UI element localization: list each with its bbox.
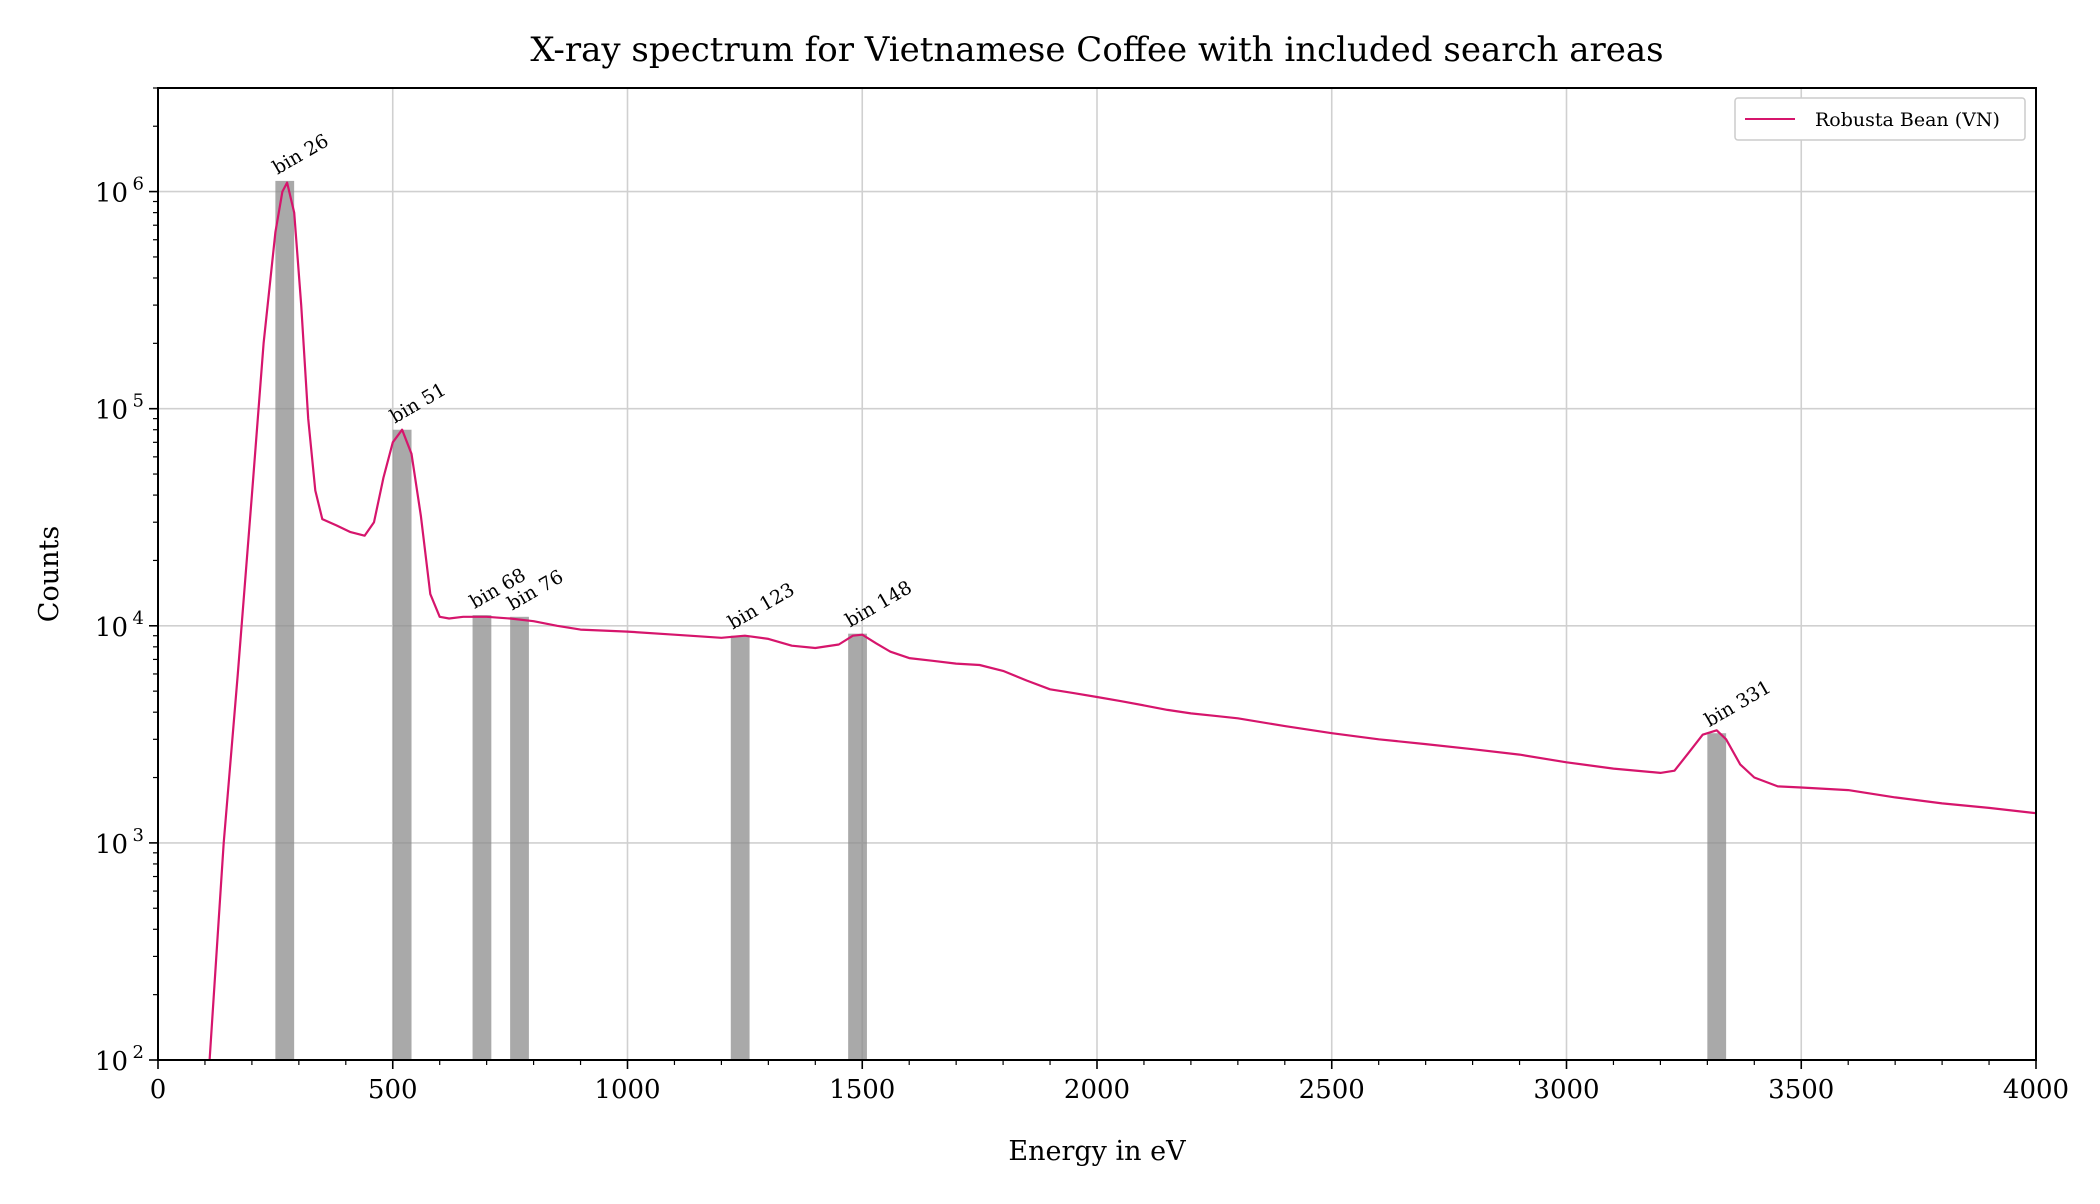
search-area-bar — [510, 616, 529, 1060]
y-tick-exponent: 2 — [133, 1042, 144, 1063]
x-tick-label: 2000 — [1064, 1075, 1130, 1105]
search-area-bar — [848, 633, 867, 1060]
spectrum-line-layer — [208, 181, 2037, 1061]
search-area-bar — [275, 180, 295, 1060]
y-tick-label: 10 — [95, 396, 128, 426]
x-tick-label: 500 — [368, 1075, 418, 1105]
legend-label: Robusta Bean (VN) — [1815, 109, 2000, 131]
y-tick-exponent: 4 — [133, 608, 144, 629]
y-tick-exponent: 6 — [133, 174, 144, 195]
x-tick-label: 4000 — [2003, 1075, 2069, 1105]
x-tick-label: 0 — [150, 1075, 167, 1105]
y-tick-label: 10 — [95, 613, 128, 643]
search-area-bar — [730, 635, 750, 1060]
x-tick-label: 3500 — [1768, 1075, 1834, 1105]
x-tick-label: 3000 — [1533, 1075, 1599, 1105]
legend: Robusta Bean (VN) — [1734, 97, 2026, 141]
y-tick-exponent: 3 — [133, 825, 144, 846]
search-area-bar — [1707, 733, 1727, 1060]
y-axis-label: Counts — [34, 526, 65, 622]
search-area-bar — [392, 429, 412, 1060]
y-tick-label: 10 — [95, 830, 128, 860]
y-tick-exponent: 5 — [133, 391, 144, 412]
y-tick-label: 10 — [95, 1047, 128, 1077]
x-tick-label: 1000 — [594, 1075, 660, 1105]
search-area-bar — [472, 615, 492, 1060]
x-tick-label: 1500 — [829, 1075, 895, 1105]
spectrum-line — [208, 181, 2037, 1061]
chart-title: X-ray spectrum for Vietnamese Coffee wit… — [530, 30, 1663, 70]
legend-box — [1734, 97, 2026, 141]
search-area-bars — [275, 180, 1727, 1060]
x-tick-label: 2500 — [1299, 1075, 1365, 1105]
x-axis-label: Energy in eV — [1008, 1136, 1186, 1167]
y-tick-label: 10 — [95, 179, 128, 209]
